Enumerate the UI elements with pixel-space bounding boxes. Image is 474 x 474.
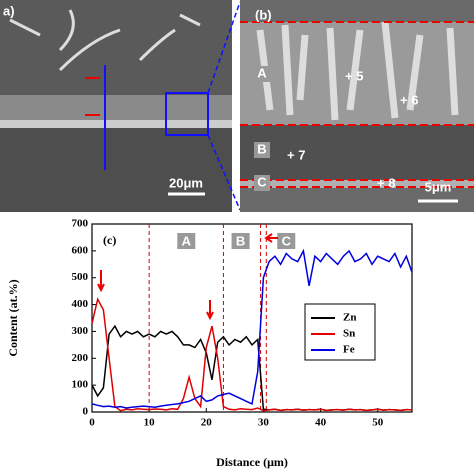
region-box [277, 233, 296, 249]
x-tick-label: 0 [89, 417, 95, 429]
arrow [97, 270, 105, 293]
legend-box [304, 303, 376, 361]
y-tick-label: 200 [72, 352, 89, 364]
scale-bar-label: 20μm [169, 175, 203, 190]
y-tick-label: 0 [83, 406, 89, 418]
scale-bar-label: 5μm [425, 179, 452, 194]
y-tick-label: 500 [72, 271, 89, 283]
region-box [231, 233, 250, 249]
legend-label: Zn [343, 312, 356, 324]
y-tick-label: 600 [72, 244, 89, 256]
point-label: + 7 [287, 147, 305, 162]
region-box [177, 233, 196, 249]
legend-label: Sn [343, 328, 355, 340]
region-label: C [257, 174, 267, 189]
x-tick-label: 40 [315, 417, 327, 429]
region-label: C [282, 233, 292, 248]
x-tick-label: 30 [258, 417, 270, 429]
point-label: + 8 [377, 175, 395, 190]
panel-label: (c) [103, 233, 116, 247]
panel-label: (b) [255, 7, 272, 22]
y-tick-label: 300 [72, 325, 89, 337]
point-label: + 5 [345, 68, 363, 83]
plot-frame [91, 223, 413, 413]
y-tick-label: 100 [72, 379, 89, 391]
sem-image-b: A B C + 5 + 6 + 7 + 8 (b) 5μm [240, 0, 474, 212]
x-tick-label: 50 [372, 417, 384, 429]
zoom-line [207, 1, 241, 94]
region-label: B [257, 141, 266, 156]
region-label: A [257, 65, 267, 80]
arrow [206, 300, 214, 321]
region-label: B [236, 233, 245, 248]
y-tick-label: 400 [72, 298, 89, 310]
line-series [91, 248, 413, 409]
legend-label: Fe [343, 344, 355, 356]
y-tick-label: 700 [72, 218, 89, 230]
y-axis-label: Content (at.%) [6, 279, 20, 356]
x-axis-label: Distance (μm) [216, 455, 288, 469]
x-tick-label: 10 [144, 417, 156, 429]
arrow [264, 233, 278, 243]
panel-label: a) [3, 3, 15, 18]
x-tick-label: 20 [201, 417, 213, 429]
line-series [91, 297, 413, 412]
point-label: + 6 [400, 92, 418, 107]
zoom-line [207, 134, 241, 211]
sem-image-a: a) 20μm [0, 0, 232, 212]
region-label: A [182, 233, 192, 248]
